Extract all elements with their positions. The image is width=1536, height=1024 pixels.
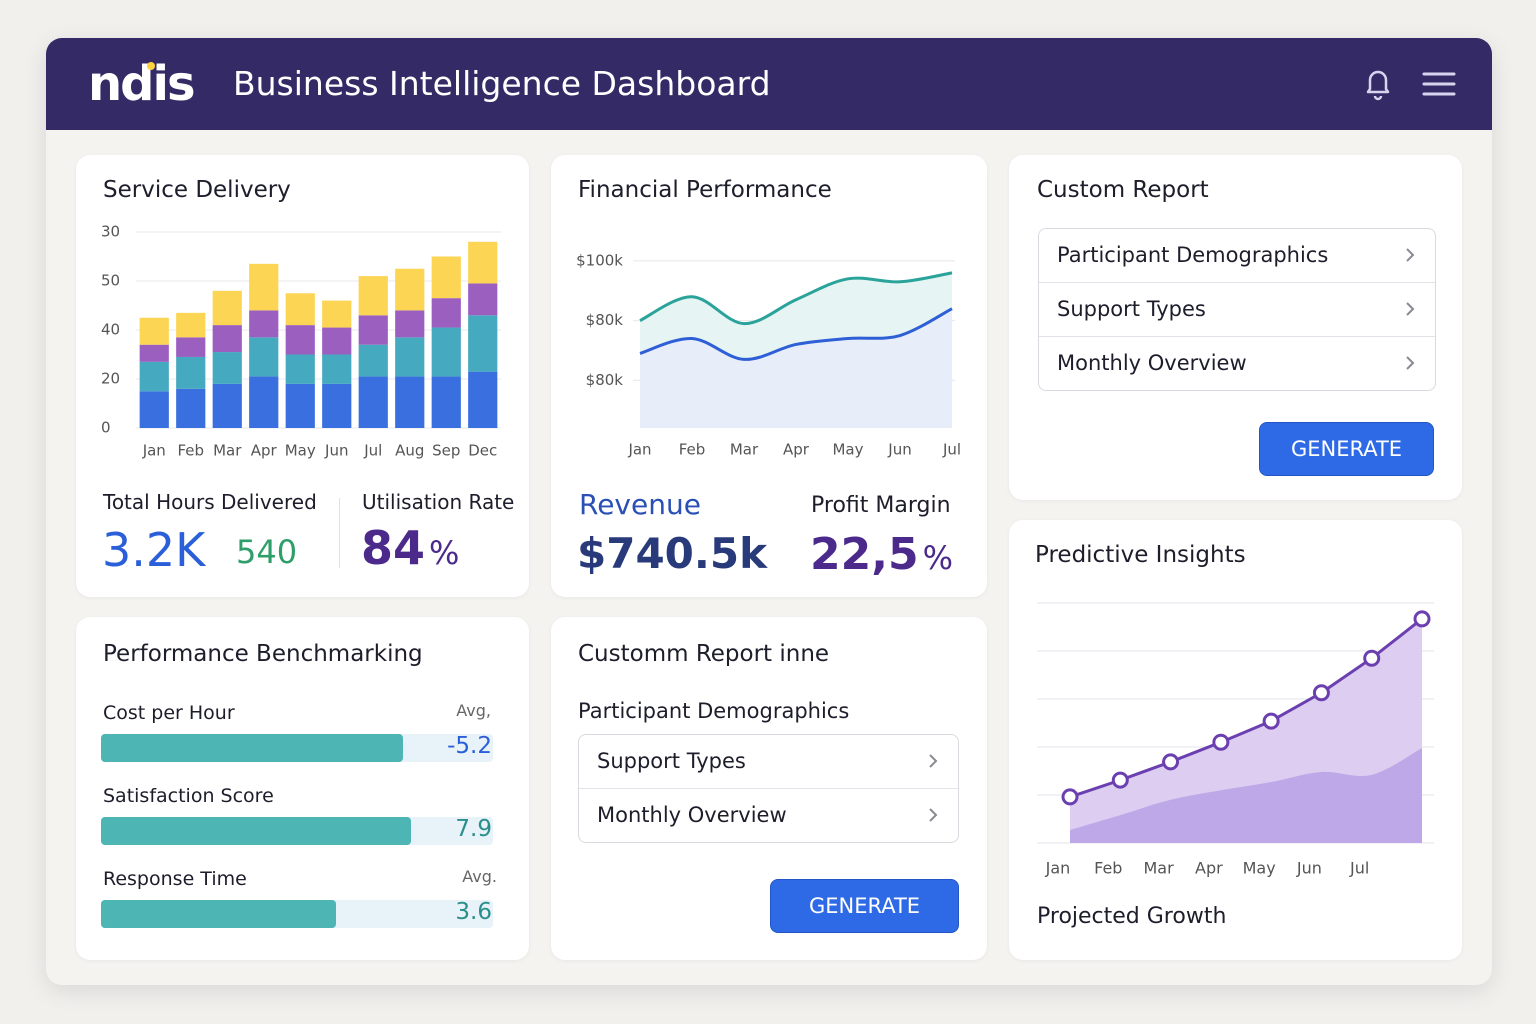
metric-note: Avg, [456, 701, 491, 720]
stat-secondary: 540 [236, 533, 298, 571]
bar-track [101, 734, 493, 762]
logo-dot [147, 62, 155, 70]
custom-report-card: Custom Report Participant Demographics S… [1009, 155, 1462, 500]
stat-label: Total Hours Delivered [103, 490, 317, 514]
financial-card: Financial Performance Revenue $740.5k Pr… [551, 155, 987, 597]
metric-value: 7.9 [455, 816, 492, 842]
bar [101, 817, 411, 845]
card-title: Financial Performance [578, 177, 832, 203]
card-subtitle: Participant Demographics [578, 699, 850, 723]
stat-label: Revenue [579, 488, 701, 521]
metric-note: Avg. [462, 867, 497, 886]
bell-icon[interactable] [1364, 66, 1392, 102]
predictive-card: Predictive Insights Projected Growth [1009, 520, 1462, 960]
stat-value: 22,5% [810, 529, 953, 580]
custom-report-2-card: Customm Report inne Participant Demograp… [551, 617, 987, 960]
metric-value: -5.2 [447, 733, 492, 759]
chevron [1406, 248, 1415, 262]
metric-label: Cost per Hour [103, 702, 235, 724]
metric-value: 3.6 [455, 899, 492, 925]
stat-unit: % [429, 534, 460, 572]
stat-value: 84% [361, 521, 459, 575]
service-delivery-card: Service Delivery Total Hours Delivered 3… [76, 155, 529, 597]
chevron [1406, 356, 1415, 370]
report-item-label: Support Types [1057, 297, 1206, 321]
report-item-label: Monthly Overview [597, 803, 787, 827]
report-item-label: Monthly Overview [1057, 351, 1247, 375]
report-item[interactable]: Monthly Overview [579, 788, 958, 842]
benchmarking-card: Performance Benchmarking Cost per Hour Av… [76, 617, 529, 960]
report-item[interactable]: Support Types [1039, 282, 1435, 336]
generate-button[interactable]: GENERATE [770, 879, 959, 933]
report-item[interactable]: Support Types [579, 735, 958, 788]
logo: ndis [88, 56, 196, 112]
report-item-label: Participant Demographics [1057, 243, 1329, 267]
divider [339, 498, 340, 568]
card-title: Service Delivery [103, 177, 291, 203]
bar-track [101, 817, 493, 845]
report-list: Support Types Monthly Overview [578, 734, 959, 843]
stat-value: 3.2K [102, 523, 206, 577]
header: ndis Business Intelligence Dashboard [46, 38, 1492, 130]
metric-label: Response Time [103, 868, 247, 890]
bar [101, 900, 337, 928]
report-item[interactable]: Participant Demographics [1039, 229, 1435, 282]
stat-label: Profit Margin [811, 493, 951, 518]
report-item-label: Support Types [597, 749, 746, 773]
report-list: Participant Demographics Support Types M… [1038, 228, 1436, 391]
generate-button[interactable]: GENERATE [1259, 422, 1434, 476]
card-title: Predictive Insights [1035, 542, 1246, 568]
stat-label: Utilisation Rate [362, 490, 515, 514]
stat-value: $740.5k [577, 529, 768, 578]
bar-track [101, 900, 493, 928]
chart-caption: Projected Growth [1037, 904, 1227, 929]
chevron [929, 808, 938, 822]
stat-unit: % [922, 539, 953, 577]
bar [101, 734, 403, 762]
metric-label: Satisfaction Score [103, 785, 274, 807]
card-title: Performance Benchmarking [103, 641, 423, 667]
header-title: Business Intelligence Dashboard [233, 64, 771, 103]
stat-number: 22,5 [810, 529, 919, 580]
report-item[interactable]: Monthly Overview [1039, 336, 1435, 390]
chevron [1406, 302, 1415, 316]
chevron [929, 754, 938, 768]
card-title: Custom Report [1037, 177, 1209, 203]
stat-number: 84 [361, 521, 426, 575]
menu-icon[interactable] [1422, 70, 1456, 98]
card-title: Customm Report inne [578, 641, 830, 667]
